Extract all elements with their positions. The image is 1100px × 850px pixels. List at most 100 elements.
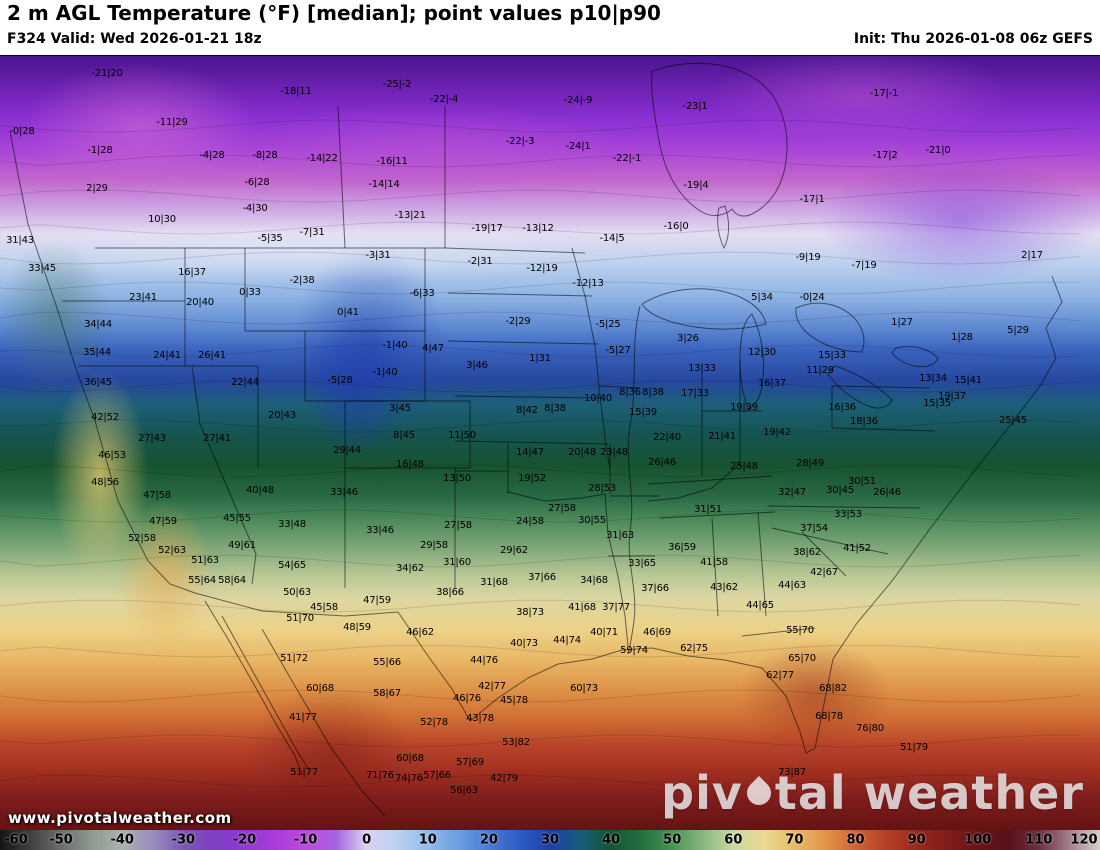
point-value: 3|45 xyxy=(389,403,411,414)
colorbar-tick-label: 120 xyxy=(1070,832,1098,848)
point-value: 8|38 xyxy=(544,403,566,414)
point-value: 43|78 xyxy=(466,713,494,724)
lake-huron xyxy=(795,302,865,353)
point-value: 3|26 xyxy=(677,333,699,344)
point-value: 32|47 xyxy=(778,487,806,498)
hudson-bay xyxy=(651,62,788,217)
point-value: 38|73 xyxy=(516,607,544,618)
point-value: 71|76 xyxy=(366,770,394,781)
point-value: 15|35 xyxy=(923,398,951,409)
point-value: 52|58 xyxy=(128,533,156,544)
point-value: 8|36 xyxy=(619,387,641,398)
point-value: -5|28 xyxy=(327,375,353,386)
point-value: 43|62 xyxy=(710,582,738,593)
point-value: 51|77 xyxy=(290,767,318,778)
point-value: 36|59 xyxy=(668,542,696,553)
point-value: 5|29 xyxy=(1007,325,1029,336)
colorbar-tick-label: 50 xyxy=(663,832,682,848)
point-value: 33|48 xyxy=(278,519,306,530)
point-value: 59|74 xyxy=(620,645,648,656)
point-value: 11|29 xyxy=(806,365,834,376)
point-value: -19|4 xyxy=(683,180,709,191)
point-value: 1|28 xyxy=(951,332,973,343)
point-value: 58|67 xyxy=(373,688,401,699)
colorbar-tick-label: 60 xyxy=(724,832,743,848)
point-value: 45|58 xyxy=(310,602,338,613)
colorbar-tick-label: -30 xyxy=(171,832,196,848)
point-value: 4|47 xyxy=(422,343,444,354)
point-value: 60|68 xyxy=(396,753,424,764)
point-value: -16|11 xyxy=(376,156,408,167)
point-value: 25|45 xyxy=(999,415,1027,426)
point-value: 46|53 xyxy=(98,450,126,461)
point-value: 55|66 xyxy=(373,657,401,668)
colorbar-gradient xyxy=(0,830,1100,850)
point-value: 16|37 xyxy=(758,378,786,389)
point-value: -18|11 xyxy=(280,86,312,97)
point-value: 33|46 xyxy=(366,525,394,536)
watermark-url: www.pivotalweather.com xyxy=(8,809,232,827)
point-value: 48|56 xyxy=(91,477,119,488)
point-value: 44|65 xyxy=(746,600,774,611)
point-value: 1|31 xyxy=(529,353,551,364)
colorbar-tick-label: -60 xyxy=(4,832,28,848)
james-bay xyxy=(717,205,730,250)
point-value: 38|62 xyxy=(793,547,821,558)
point-value: 0|41 xyxy=(337,307,359,318)
point-value: 31|60 xyxy=(443,557,471,568)
colorbar-tick-label: 10 xyxy=(418,832,437,848)
point-value: 60|68 xyxy=(306,683,334,694)
point-value: -16|0 xyxy=(663,221,689,232)
point-value: 37|54 xyxy=(800,523,828,534)
point-value: 45|55 xyxy=(223,513,251,524)
point-value: 19|39 xyxy=(730,402,758,413)
brand-watermark: piv tal weather xyxy=(661,766,1084,820)
point-value: 31|51 xyxy=(694,504,722,515)
point-value: -5|25 xyxy=(595,319,621,330)
point-value: 20|40 xyxy=(186,297,214,308)
point-value: 27|41 xyxy=(203,433,231,444)
point-value: 12|30 xyxy=(748,347,776,358)
point-value: 42|79 xyxy=(490,773,518,784)
point-value: 53|82 xyxy=(502,737,530,748)
point-value: -25|-2 xyxy=(382,79,412,90)
point-value: -5|27 xyxy=(605,345,631,356)
point-value: 41|77 xyxy=(289,712,317,723)
point-value: 18|36 xyxy=(850,416,878,427)
point-value: 15|39 xyxy=(629,407,657,418)
colorbar-tick-label: -10 xyxy=(293,832,318,848)
point-value: 26|41 xyxy=(198,350,226,361)
point-value: 8|45 xyxy=(393,430,415,441)
point-value: -6|33 xyxy=(409,288,435,299)
border-mexico xyxy=(194,592,471,722)
valid-time-label: F324 Valid: Wed 2026-01-21 18z xyxy=(7,31,262,47)
point-value: 74|76 xyxy=(395,773,423,784)
point-value: -14|22 xyxy=(306,153,338,164)
point-value: 51|70 xyxy=(286,613,314,624)
point-value: 41|52 xyxy=(843,543,871,554)
point-value: 13|33 xyxy=(688,363,716,374)
point-value: -21|20 xyxy=(91,68,123,79)
point-value: -11|29 xyxy=(156,117,188,128)
point-value: 11|50 xyxy=(448,430,476,441)
point-value: -23|1 xyxy=(682,101,708,112)
point-value: 68|82 xyxy=(819,683,847,694)
point-value: 44|63 xyxy=(778,580,806,591)
point-value: 3|46 xyxy=(466,360,488,371)
point-value: 31|43 xyxy=(6,235,34,246)
point-value: 8|42 xyxy=(516,405,538,416)
point-value: 14|47 xyxy=(516,447,544,458)
point-value: 10|40 xyxy=(584,393,612,404)
point-value: -13|21 xyxy=(394,210,426,221)
colorbar-tick-label: 100 xyxy=(964,832,992,848)
coastline-pacific xyxy=(27,223,196,594)
point-value: 76|80 xyxy=(856,723,884,734)
point-value: -3|31 xyxy=(365,250,391,261)
point-value: 51|72 xyxy=(280,653,308,664)
point-value: -0|24 xyxy=(799,292,825,303)
point-value: -17|2 xyxy=(872,150,898,161)
point-value: 55|70 xyxy=(786,625,814,636)
point-value: -14|14 xyxy=(368,179,400,190)
point-value: 30|45 xyxy=(826,485,854,496)
